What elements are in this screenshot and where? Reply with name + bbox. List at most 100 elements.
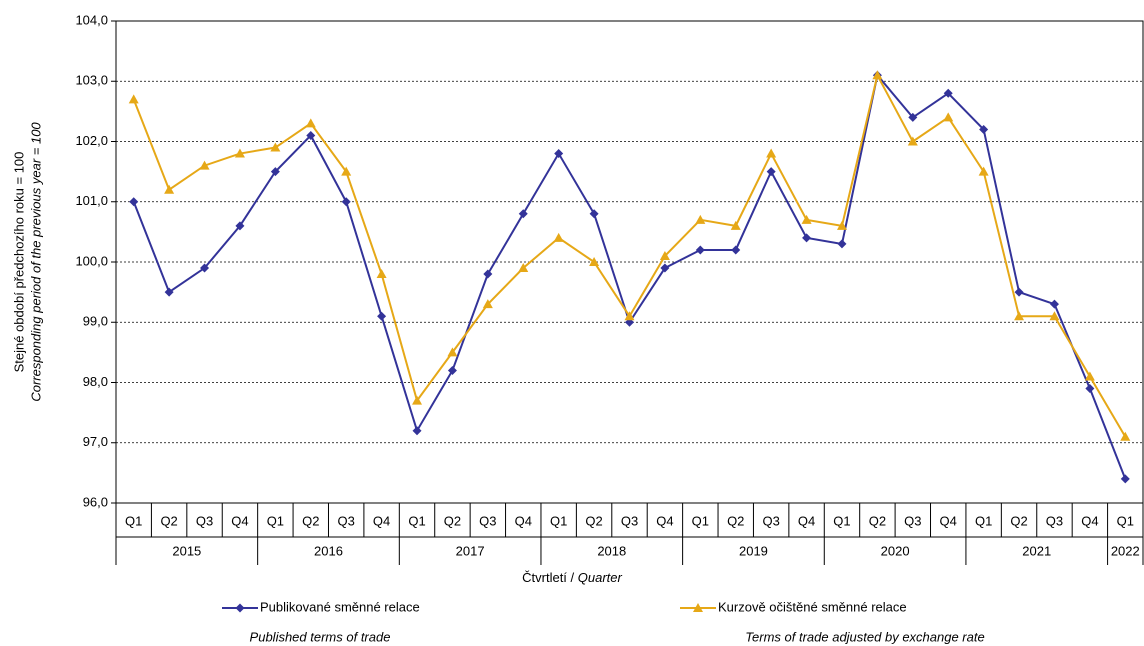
marker (1084, 371, 1095, 381)
marker (943, 112, 954, 122)
marker (377, 311, 387, 321)
marker (908, 112, 918, 122)
legend-note: Terms of trade adjusted by exchange rate (745, 629, 984, 644)
y-tick-label: 99,0 (83, 314, 108, 329)
year-label: 2018 (597, 543, 626, 558)
y-tick-label: 102,0 (75, 133, 108, 148)
marker (731, 245, 741, 255)
marker (730, 220, 741, 230)
legend-note: Published terms of trade (250, 629, 391, 644)
x-tick-label: Q2 (869, 513, 886, 528)
marker (802, 233, 812, 243)
marker (128, 94, 139, 104)
x-tick-label: Q1 (408, 513, 425, 528)
x-tick-label: Q4 (798, 513, 815, 528)
marker (270, 142, 281, 152)
x-tick-label: Q2 (727, 513, 744, 528)
marker (200, 263, 210, 273)
marker (1014, 311, 1025, 321)
marker (553, 232, 564, 242)
year-label: 2021 (1022, 543, 1051, 558)
x-tick-label: Q4 (656, 513, 673, 528)
marker (589, 257, 600, 266)
marker (234, 148, 245, 158)
marker (695, 214, 706, 224)
year-label: 2022 (1111, 543, 1140, 558)
x-tick-label: Q3 (762, 513, 779, 528)
x-tick-label: Q2 (160, 513, 177, 528)
x-tick-label: Q1 (125, 513, 142, 528)
x-tick-label: Q3 (338, 513, 355, 528)
x-axis-label: Čtvrtletí / (522, 570, 578, 585)
x-tick-label: Q2 (444, 513, 461, 528)
y-tick-label: 104,0 (75, 12, 108, 27)
x-axis-label-en: Quarter (578, 570, 623, 585)
x-tick-label: Q4 (1081, 513, 1098, 528)
year-label: 2020 (881, 543, 910, 558)
y-tick-label: 98,0 (83, 374, 108, 389)
marker (305, 118, 316, 128)
legend-marker (235, 603, 245, 613)
x-tick-label: Q4 (940, 513, 957, 528)
x-tick-label: Q1 (267, 513, 284, 528)
marker (376, 269, 387, 279)
year-label: 2017 (456, 543, 485, 558)
marker (1120, 431, 1131, 441)
year-label: 2019 (739, 543, 768, 558)
marker (199, 160, 210, 170)
x-tick-label: Q1 (692, 513, 709, 528)
x-tick-label: Q3 (479, 513, 496, 528)
marker (978, 166, 989, 176)
marker (270, 167, 280, 177)
marker (837, 239, 847, 249)
marker (554, 149, 564, 159)
marker (872, 70, 883, 80)
marker (518, 209, 528, 219)
legend-label: Kurzově očištěné směnné relace (718, 599, 907, 614)
legend-marker (693, 603, 703, 612)
x-tick-label: Q2 (302, 513, 319, 528)
marker (943, 88, 953, 98)
x-tick-label: Q1 (1117, 513, 1134, 528)
marker (412, 426, 422, 436)
marker (836, 220, 847, 230)
marker (235, 221, 245, 231)
marker (907, 136, 918, 146)
y-tick-label: 100,0 (75, 253, 108, 268)
y-tick-label: 103,0 (75, 73, 108, 88)
x-tick-label: Q1 (975, 513, 992, 528)
x-tick-label: Q4 (515, 513, 532, 528)
marker (1049, 311, 1060, 321)
x-tick-label: Q3 (904, 513, 921, 528)
y-tick-label: 97,0 (83, 434, 108, 449)
marker (129, 197, 139, 207)
x-tick-label: Q2 (1010, 513, 1027, 528)
marker (589, 209, 599, 219)
marker (766, 167, 776, 177)
y-tick-label: 96,0 (83, 494, 108, 509)
series-line (132, 73, 1127, 480)
x-tick-label: Q4 (231, 513, 248, 528)
marker (659, 250, 670, 260)
marker (1085, 384, 1095, 394)
marker (624, 311, 635, 321)
year-label: 2016 (314, 543, 343, 558)
y-axis-label-en: Corresponding period of the previous yea… (28, 122, 43, 402)
marker (341, 197, 351, 207)
plot-frame (115, 20, 1144, 504)
marker (482, 299, 493, 309)
x-tick-label: Q3 (621, 513, 638, 528)
marker (164, 184, 175, 194)
marker (412, 395, 423, 405)
x-tick-label: Q4 (373, 513, 390, 528)
marker (483, 269, 493, 279)
marker (306, 130, 316, 140)
marker (164, 287, 174, 297)
x-axis-label-group: Čtvrtletí / Quarter (522, 570, 622, 585)
marker (447, 365, 457, 375)
marker (695, 245, 705, 255)
marker (1049, 299, 1059, 309)
y-tick-label: 101,0 (75, 193, 108, 208)
marker (979, 124, 989, 134)
